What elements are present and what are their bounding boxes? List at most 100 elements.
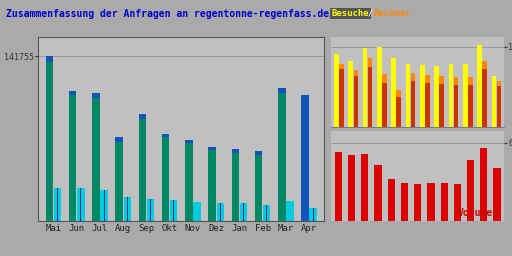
Bar [54,188,61,221]
Y-axis label: Seiten / Dateien / Anfragen: Seiten / Dateien / Anfragen [0,67,2,192]
Bar [414,184,421,221]
Bar [334,55,339,127]
Bar [170,200,178,221]
Bar [266,205,267,221]
Bar [220,203,221,221]
Bar [440,183,448,221]
Bar [420,65,424,127]
Bar [454,184,461,221]
Bar [439,76,444,127]
Text: Besuche: Besuche [332,9,369,18]
Bar [69,95,76,221]
Bar [392,58,396,127]
Bar [401,183,408,221]
Bar [255,155,262,221]
Bar [463,63,467,127]
Bar [197,202,198,221]
Bar [139,119,146,221]
Bar [396,90,401,127]
Bar [92,93,100,221]
Bar [411,72,415,127]
Bar [208,150,216,221]
Bar [278,89,286,221]
Bar [185,140,193,221]
Bar [46,56,53,221]
Bar [454,85,458,127]
Bar [46,62,53,221]
Bar [348,155,355,221]
Bar [231,149,239,221]
Bar [468,77,473,127]
Bar [69,91,76,221]
Bar [240,203,247,221]
Text: Volumen: Volumen [458,208,499,218]
Bar [482,69,487,127]
Bar [368,58,372,127]
Bar [278,93,286,221]
Bar [217,203,224,221]
Bar [162,137,169,221]
Bar [480,148,487,221]
Bar [439,84,444,127]
Bar [425,83,430,127]
Bar [77,188,84,221]
Bar [349,61,353,127]
Bar [335,152,342,221]
Bar [115,137,123,221]
Bar [494,168,501,221]
Text: Rechner: Rechner [374,9,411,18]
Bar [339,69,344,127]
Bar [454,77,458,127]
Bar [468,85,473,127]
Bar [497,86,501,127]
Bar [139,114,146,221]
Bar [185,143,193,221]
Bar [449,64,453,127]
Bar [243,203,244,221]
Bar [115,142,123,221]
Bar [313,208,314,221]
Bar [92,98,100,221]
Bar [374,165,381,221]
Bar [382,83,387,127]
Bar [428,183,435,221]
Bar [425,75,430,127]
Bar [80,188,81,221]
Bar [100,190,108,221]
Bar [353,70,358,127]
Bar [150,199,151,221]
Bar [396,97,401,127]
Text: /: / [368,9,373,18]
Bar [388,179,395,221]
Bar [231,153,239,221]
Bar [361,154,369,221]
Bar [286,201,294,221]
Bar [467,160,474,221]
Bar [127,197,128,221]
Bar [289,201,290,221]
Bar [497,81,501,127]
Bar [162,134,169,221]
Bar [477,46,482,127]
Bar [103,190,104,221]
Text: Zusammenfassung der Anfragen an regentonne-regenfass.de: Zusammenfassung der Anfragen an regenton… [6,9,329,19]
Bar [482,61,487,127]
Bar [434,66,439,127]
Bar [382,74,387,127]
Bar [208,147,216,221]
Bar [263,205,270,221]
Bar [301,95,309,221]
Bar [377,47,381,127]
Bar [406,63,410,127]
Bar [255,152,262,221]
Bar [363,48,368,127]
Bar [309,208,317,221]
Bar [368,67,372,127]
Bar [123,197,131,221]
Bar [194,202,201,221]
Bar [411,81,415,127]
Bar [147,199,154,221]
Bar [57,188,58,221]
Bar [353,76,358,127]
Bar [492,76,496,127]
